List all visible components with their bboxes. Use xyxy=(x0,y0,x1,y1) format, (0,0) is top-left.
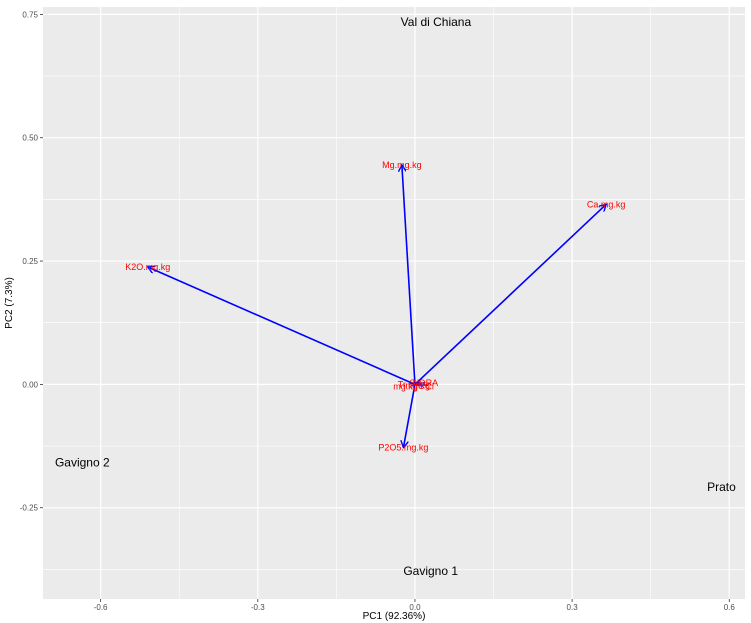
loading-arrow xyxy=(414,204,606,385)
x-tick-label: -0.3 xyxy=(251,603,265,612)
loading-arrow xyxy=(403,384,416,447)
loading-label: K2O.mg.kg xyxy=(125,262,170,272)
x-tick-label: 0.0 xyxy=(409,603,421,612)
minor-loading-arrow xyxy=(409,382,416,385)
minor-loading-arrow xyxy=(414,383,429,386)
plot-panel xyxy=(43,7,745,599)
loading-label: P2O5.mg.kg xyxy=(378,443,428,453)
minor-loading-arrow xyxy=(414,381,419,385)
observation-label: Gavigno 1 xyxy=(403,564,458,578)
x-tick-label: -0.6 xyxy=(94,603,108,612)
overlapping-loading-label: NDRA xyxy=(413,378,439,388)
x-axis: -0.6 -0.3 0.0 0.3 0.6 xyxy=(94,599,736,612)
overlapping-loading-label: Tr xyxy=(398,379,406,389)
loading-label: Mg.mg.kg xyxy=(382,160,422,170)
overlapping-loading-label: mg.kg xyxy=(405,380,430,390)
loading-arrow xyxy=(148,267,416,386)
y-axis-title: PC2 (7.3%) xyxy=(4,277,15,329)
overlapping-loading-label: mg.kg xyxy=(393,381,418,391)
minor-loading-arrow xyxy=(412,383,416,387)
y-tick-label: -0.25 xyxy=(20,504,39,513)
observation-label: Val di Chiana xyxy=(401,15,472,29)
loading-label: Ca.mg.kg xyxy=(587,199,626,209)
overlapping-loading-label: Cl xyxy=(425,381,434,391)
x-axis-title: PC1 (92.36%) xyxy=(363,611,426,622)
x-tick-label: 0.6 xyxy=(724,603,736,612)
y-tick-label: 0.00 xyxy=(22,380,38,389)
grid-lines xyxy=(43,7,745,599)
y-tick-label: 0.75 xyxy=(22,10,38,19)
observation-label: Gavigno 2 xyxy=(55,455,110,469)
overlapping-loading-label: C xyxy=(418,381,425,391)
overlapping-loading-label: Sa xyxy=(409,378,420,388)
observation-labels: Val di Chiana Gavigno 2 Prato Gavigno 1 xyxy=(55,15,736,578)
observation-label: Prato xyxy=(707,480,736,494)
y-tick-label: 0.25 xyxy=(22,257,38,266)
loading-arrows xyxy=(148,165,606,448)
y-axis: 0.75 0.50 0.25 0.00 -0.25 xyxy=(20,10,43,513)
loading-arrow xyxy=(402,165,416,385)
y-tick-label: 0.50 xyxy=(22,134,38,143)
loading-labels: Mg.mg.kg Ca.mg.kg K2O.mg.kg P2O5.mg.kg SaNDR… xyxy=(125,160,625,453)
x-tick-label: 0.3 xyxy=(567,603,579,612)
